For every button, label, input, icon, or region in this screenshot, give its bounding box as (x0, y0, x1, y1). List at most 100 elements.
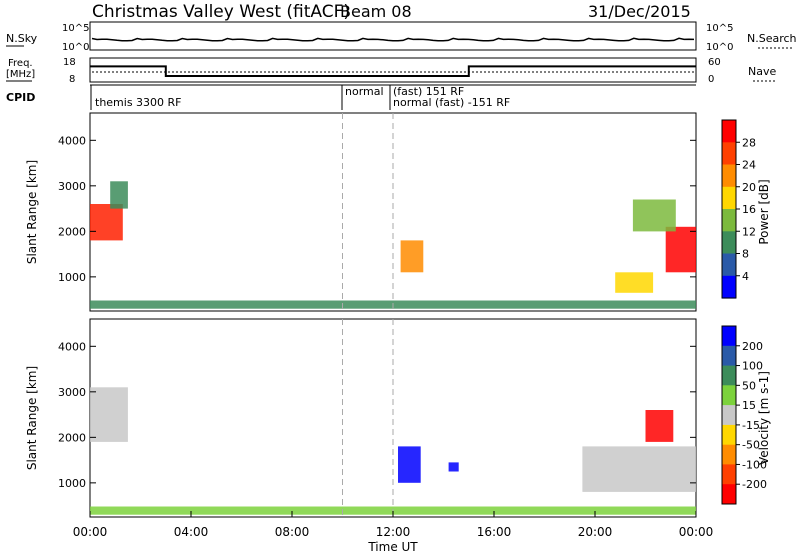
time-axis: 00:00 04:00 08:00 12:00 16:00 20:00 00:00 (73, 511, 714, 539)
power-ytick-label-3: 1000 (58, 271, 86, 284)
nsky-panel (89, 21, 697, 51)
velocity-colorbar-tick-5: -50 (742, 439, 760, 452)
nsearch-label: N.Search (747, 32, 797, 45)
velocity-colorbar-swatch-7 (722, 464, 736, 485)
power-colorbar-swatch-4 (722, 209, 736, 232)
xtick-label-3: 12:00 (376, 525, 411, 539)
date-label: 31/Dec/2015 (588, 2, 691, 21)
xtick-label-0: 00:00 (73, 525, 108, 539)
power-colorbar-tick-5: 8 (742, 248, 749, 261)
freq-label-line2: [MHz] (6, 69, 35, 80)
power-colorbar-tick-2: 20 (742, 181, 756, 194)
power-colorbar-tick-3: 16 (742, 203, 756, 216)
velocity-colorbar-tick-7: -200 (742, 478, 767, 491)
power-colorbar-swatch-2 (722, 164, 736, 188)
power-yticks: 4000 3000 2000 1000 (58, 134, 696, 284)
velocity-colorbar-tick-1: 100 (742, 360, 763, 373)
velocity-region-0 (90, 387, 128, 442)
power-region-2 (400, 240, 424, 273)
power-region-1 (110, 181, 128, 209)
power-colorbar-swatch-7 (722, 275, 736, 299)
velocity-ylabel: Slant Range [km] (25, 366, 39, 470)
power-region-4 (665, 226, 696, 273)
velocity-region-3 (645, 410, 674, 442)
nave-tick-top: 60 (708, 57, 721, 68)
nsky-trace (91, 37, 695, 42)
xtick-label-6: 00:00 (679, 525, 714, 539)
velocity-colorbar-swatch-5 (722, 424, 736, 446)
velocity-colorbar: 200 100 50 15 -15 -50 -100 -200 (721, 325, 767, 505)
nsky-label: N.Sky (6, 32, 38, 45)
power-ytick-label-2: 2000 (58, 225, 86, 238)
velocity-colorbar-swatch-8 (722, 484, 736, 505)
velocity-colorbar-tick-4: -15 (742, 419, 760, 432)
cpid-entry-fast-minus151: normal (fast) -151 RF (393, 96, 510, 109)
power-panel: 4000 3000 2000 1000 Slant Range [km] 28 24 20… (25, 112, 771, 312)
velocity-colorbar-tick-3: 15 (742, 399, 756, 412)
cpid-entry-themis: themis 3300 RF (95, 96, 182, 109)
velocity-ytick-label-1: 3000 (58, 386, 86, 399)
xtick-label-1: 04:00 (174, 525, 209, 539)
power-colorbar-swatch-5 (722, 231, 736, 255)
power-colorbar-swatch-3 (722, 186, 736, 210)
power-colorbar: 28 24 20 16 12 8 4 (721, 119, 756, 299)
velocity-panel: 4000 3000 2000 1000 Slant Range [km] 200 100… (25, 318, 771, 518)
xtick-label-5: 20:00 (578, 525, 613, 539)
velocity-colorbar-swatch-3 (722, 385, 736, 406)
nave-tick-bottom: 0 (708, 74, 714, 85)
cpid-entry-fast-151: (fast) 151 RF (393, 85, 464, 98)
velocity-colorbar-swatch-0 (722, 326, 736, 347)
power-colorbar-swatch-0 (722, 120, 736, 143)
freq-panel (89, 57, 697, 83)
xaxis-label: Time UT (367, 540, 418, 554)
velocity-ytick-label-3: 1000 (58, 477, 86, 490)
freq-step-trace (90, 65, 696, 77)
power-colorbar-label: Power [dB] (757, 179, 771, 244)
power-region-0 (90, 204, 123, 241)
power-colorbar-tick-6: 4 (742, 270, 749, 283)
power-colorbar-tick-4: 12 (742, 225, 756, 238)
velocity-colorbar-tick-2: 50 (742, 379, 756, 392)
freq-tick-top: 18 (63, 57, 76, 68)
nsky-tick-top: 10^5 (62, 23, 89, 34)
nsearch-tick-top: 10^5 (706, 23, 733, 34)
chart-title: Christmas Valley West (fitACF) (92, 2, 350, 22)
cpid-entry-normal: normal (345, 85, 384, 98)
nsearch-tick-bottom: 10^0 (706, 42, 733, 53)
power-plot-frame (89, 112, 697, 312)
power-ytick-label-0: 4000 (58, 134, 86, 147)
power-vlines (342, 113, 394, 311)
velocity-ytick-label-0: 4000 (58, 340, 86, 353)
power-colorbar-tick-1: 24 (742, 159, 756, 172)
velocity-ytick-label-2: 2000 (58, 431, 86, 444)
power-colorbar-tick-0: 28 (742, 136, 756, 149)
power-colorbar-swatch-1 (722, 142, 736, 166)
velocity-colorbar-tick-0: 200 (742, 340, 763, 353)
freq-label-line1: Freq. (8, 58, 33, 69)
velocity-colorbar-tick-6: -100 (742, 458, 767, 471)
velocity-colorbar-swatch-1 (722, 345, 736, 367)
xtick-label-2: 08:00 (275, 525, 310, 539)
velocity-region-1 (398, 446, 421, 483)
velocity-colorbar-frame (721, 325, 737, 505)
velocity-colorbar-label: Velocity [m s-1] (757, 371, 771, 465)
power-region-5 (632, 199, 676, 232)
freq-tick-bottom: 8 (69, 74, 75, 85)
power-region-3 (615, 272, 654, 293)
power-ytick-label-1: 3000 (58, 180, 86, 193)
power-ylabel: Slant Range [km] (25, 160, 39, 264)
beam-label: Beam 08 (340, 2, 412, 21)
nsky-tick-bottom: 10^0 (62, 42, 89, 53)
xtick-label-4: 16:00 (477, 525, 512, 539)
velocity-vlines (342, 319, 394, 517)
velocity-colorbar-swatch-6 (722, 444, 736, 465)
cpid-label: CPID (6, 91, 35, 104)
velocity-colorbar-swatch-4 (722, 405, 736, 426)
velocity-colorbar-swatch-2 (722, 365, 736, 386)
velocity-region-2 (448, 462, 459, 472)
velocity-yticks: 4000 3000 2000 1000 (58, 340, 696, 490)
nave-label: Nave (748, 65, 776, 78)
power-colorbar-swatch-6 (722, 253, 736, 277)
velocity-region-4 (582, 446, 696, 492)
